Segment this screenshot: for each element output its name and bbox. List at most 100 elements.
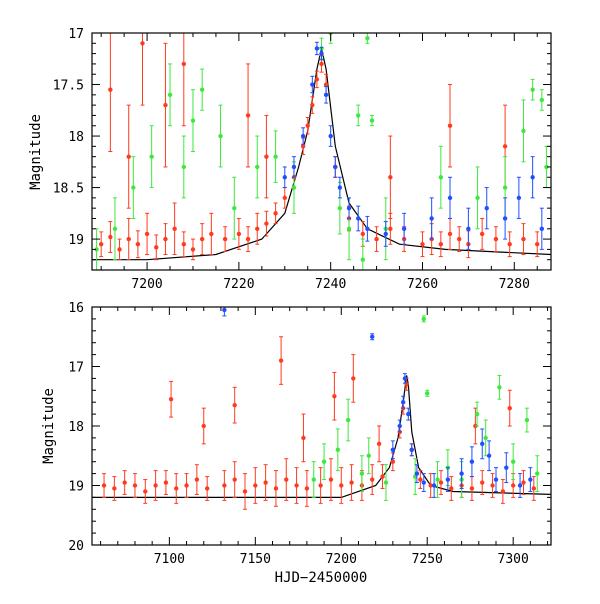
top-data-point (337, 185, 343, 190)
bottom-data-point (380, 474, 385, 479)
top-data-point (374, 236, 379, 242)
bottom-data-point (493, 477, 499, 482)
top-data-point (245, 236, 251, 242)
top-series-2 (282, 41, 545, 250)
top-data-point (388, 175, 393, 180)
top-data-point (181, 61, 186, 67)
bottom-data-point (349, 480, 354, 485)
bottom-x-tick-label: 7150 (240, 552, 271, 567)
top-x-tick-label: 7220 (223, 277, 254, 292)
top-x-tick-label: 7280 (499, 277, 530, 292)
bottom-data-point (370, 334, 375, 339)
bottom-data-point (335, 447, 341, 452)
top-data-point (493, 236, 499, 242)
top-plot-area (92, 33, 551, 270)
bottom-data-point (409, 447, 414, 452)
bottom-data-point (528, 477, 533, 482)
bottom-data-point (504, 465, 509, 470)
bottom-data-point (418, 477, 423, 482)
top-data-point (300, 133, 306, 139)
bottom-data-point (376, 441, 382, 447)
top-data-point (535, 242, 540, 247)
top-data-point (154, 245, 159, 250)
bottom-data-point (163, 480, 169, 485)
bottom-data-point (459, 471, 464, 476)
top-data-point (502, 216, 508, 221)
top-x-tick-label: 7200 (131, 277, 162, 292)
top-data-point (420, 242, 425, 247)
top-data-point (291, 185, 297, 190)
top-data-point (539, 226, 545, 231)
top-data-point (346, 226, 352, 231)
top-data-point (539, 97, 545, 103)
bottom-y-tick-label: 20 (68, 539, 84, 554)
top-data-point (291, 164, 297, 170)
bottom-data-point (273, 486, 279, 491)
top-data-point (236, 231, 242, 237)
top-data-point (149, 154, 154, 159)
bottom-x-tick-label: 7300 (498, 552, 529, 567)
bottom-data-point (222, 483, 227, 488)
bottom-data-point (480, 480, 485, 485)
top-data-point (466, 226, 471, 231)
top-data-point (94, 247, 99, 252)
bottom-data-point (278, 358, 284, 363)
bottom-data-point (222, 307, 227, 313)
top-data-point (140, 41, 145, 46)
bottom-data-point (370, 477, 375, 482)
bottom-data-point (431, 483, 437, 488)
top-data-point (530, 87, 535, 92)
bottom-plot-area (92, 307, 551, 510)
top-data-point (479, 231, 485, 237)
top-data-point (305, 123, 310, 128)
top-data-point (218, 133, 223, 139)
top-data-point (369, 118, 375, 123)
bottom-data-point (510, 483, 516, 488)
top-data-point (484, 205, 489, 211)
top-data-point (475, 195, 480, 201)
bottom-data-point (174, 486, 179, 491)
bottom-data-point (284, 477, 289, 482)
bottom-data-point (435, 477, 440, 482)
bottom-y-tick-label: 17 (68, 361, 84, 376)
top-data-point (360, 231, 366, 237)
top-data-point (108, 87, 113, 92)
top-data-point (314, 46, 320, 51)
bottom-data-point (486, 453, 492, 458)
bottom-panel: 7100 7150 7200 7250 7300 16 17 18 19 20 (68, 301, 552, 567)
top-data-point (388, 226, 393, 231)
top-data-point (108, 234, 113, 240)
bottom-data-point (421, 480, 426, 485)
top-data-point (502, 144, 508, 149)
bottom-data-point (321, 459, 327, 464)
top-data-point (167, 92, 173, 98)
bottom-data-point (524, 417, 530, 423)
top-data-point (429, 216, 434, 221)
bottom-data-point (531, 486, 537, 491)
bottom-data-point (204, 486, 210, 491)
top-data-point (507, 242, 512, 247)
top-data-point (190, 247, 196, 252)
bottom-data-point (345, 417, 351, 423)
bottom-data-point (438, 480, 444, 485)
top-data-point (117, 247, 122, 252)
top-data-point (319, 51, 324, 56)
bottom-data-point (497, 385, 502, 390)
top-data-point (360, 257, 366, 262)
bottom-data-point (510, 459, 516, 464)
top-data-point (333, 164, 338, 170)
top-data-point (438, 242, 444, 247)
top-data-point (135, 242, 141, 247)
bottom-data-point (153, 483, 158, 488)
bottom-data-point (184, 483, 189, 488)
bottom-data-point (232, 402, 237, 408)
bottom-data-point (232, 477, 237, 482)
bottom-data-point (490, 483, 495, 488)
bottom-frame (91, 306, 552, 546)
top-frame (91, 32, 552, 271)
bottom-x-axis-label: HJD−2450000 (275, 570, 368, 586)
top-data-point (126, 236, 131, 242)
top-data-point (255, 164, 260, 170)
bottom-data-point (483, 435, 488, 441)
